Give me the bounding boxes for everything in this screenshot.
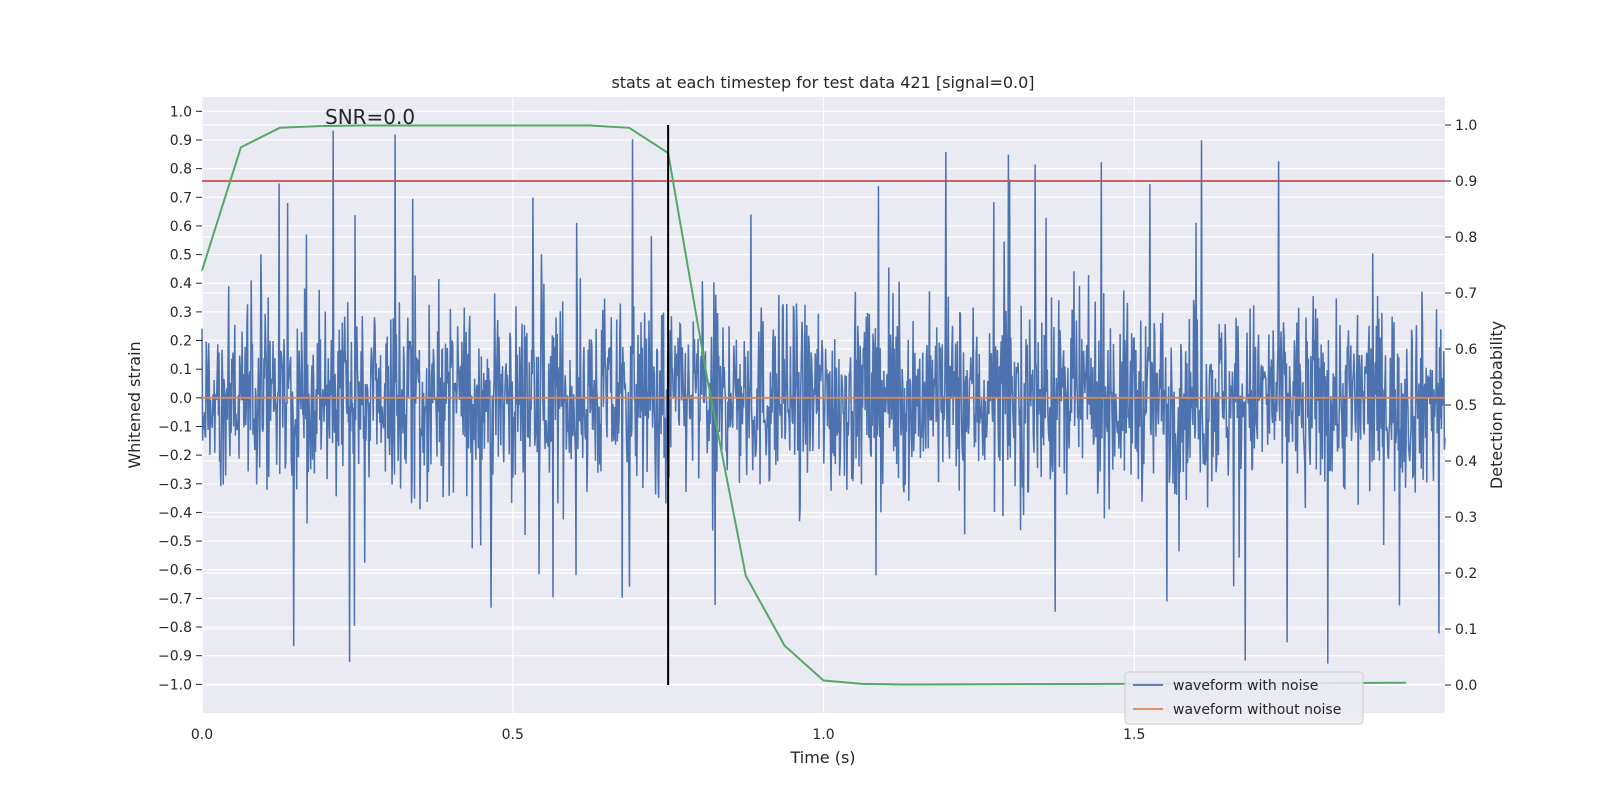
y-tick-label: 0.7 [170, 190, 192, 206]
x-axis-label: Time (s) [789, 748, 855, 767]
y-tick-label: −0.5 [158, 534, 192, 550]
y-tick-label: −0.1 [158, 419, 192, 435]
y2-axis-ticks: 0.0 0.1 0.2 0.3 0.4 0.5 0.6 0.7 0.8 0.9 1.0 [1445, 118, 1477, 694]
series-detection-probability [201, 124, 1407, 686]
series-group [201, 124, 1446, 686]
y2-tick-label: 0.5 [1455, 398, 1477, 414]
y-axis-label: Whitened strain [125, 341, 144, 468]
y2-tick-label: 0.6 [1455, 342, 1477, 358]
y-tick-label: 0.8 [170, 162, 192, 178]
y-tick-label: −0.6 [158, 563, 192, 579]
y2-tick-label: 0.7 [1455, 286, 1477, 302]
x-tick-label: 0.5 [502, 727, 524, 743]
y2-tick-label: 0.0 [1455, 678, 1477, 694]
legend-box [1124, 671, 1364, 725]
series-waveform-with-noise [201, 130, 1446, 664]
y2-tick-label: 1.0 [1455, 118, 1477, 134]
y-tick-label: 0.9 [170, 133, 192, 149]
chart-title: stats at each timestep for test data 421… [611, 73, 1034, 92]
y-tick-label: −0.2 [158, 448, 192, 464]
y-tick-label: −0.9 [158, 649, 192, 665]
y-tick-label: 0.1 [170, 362, 192, 378]
x-axis-ticks: 0.0 0.5 1.0 1.5 [191, 727, 1146, 743]
y2-tick-label: 0.1 [1455, 622, 1477, 638]
snr-annotation: SNR=0.0 [325, 105, 415, 129]
y-tick-label: −0.7 [158, 591, 192, 607]
legend-label-noise: waveform with noise [1173, 678, 1318, 694]
x-tick-label: 1.0 [812, 727, 834, 743]
y-axis-ticks: −1.0 −0.9 −0.8 −0.7 −0.6 −0.5 −0.4 −0.3 −0.2 −0.1… [158, 104, 202, 693]
y-tick-label: −0.8 [158, 620, 192, 636]
y-tick-label: 1.0 [170, 104, 192, 120]
y2-tick-label: 0.3 [1455, 510, 1477, 526]
x-tick-label: 1.5 [1123, 727, 1145, 743]
y-tick-label: 0.6 [170, 219, 192, 235]
y2-tick-label: 0.2 [1455, 566, 1477, 582]
x-tick-label: 0.0 [191, 727, 213, 743]
y-tick-label: 0.4 [170, 276, 192, 292]
legend: waveform with noise waveform without noi… [1124, 671, 1364, 725]
y2-tick-label: 0.8 [1455, 230, 1477, 246]
y2-tick-label: 0.9 [1455, 174, 1477, 190]
y2-axis-label: Detection probability [1487, 321, 1506, 489]
y-tick-label: 0.5 [170, 248, 192, 264]
legend-label-clean: waveform without noise [1173, 702, 1341, 718]
y-tick-label: 0.2 [170, 334, 192, 350]
y-tick-label: −0.4 [158, 505, 192, 521]
y2-tick-label: 0.4 [1455, 454, 1477, 470]
y-tick-label: −0.3 [158, 477, 192, 493]
y-tick-label: 0.0 [170, 391, 192, 407]
y-tick-label: −1.0 [158, 677, 192, 693]
y-tick-label: 0.3 [170, 305, 192, 321]
